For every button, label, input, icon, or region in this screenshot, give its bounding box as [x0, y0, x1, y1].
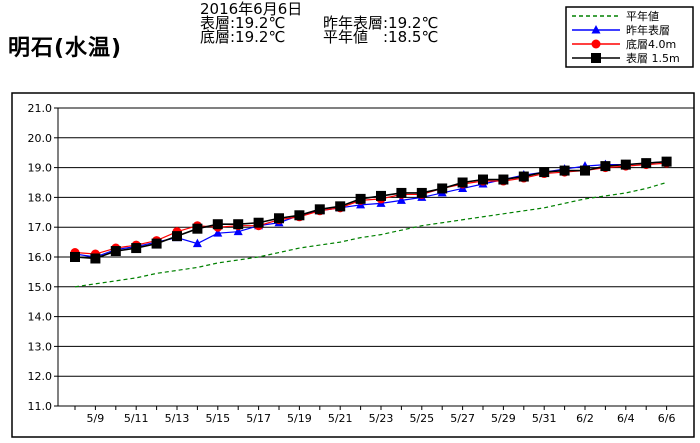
legend-marker: [592, 40, 601, 49]
legend-label: 表層 1.5m: [626, 51, 680, 65]
data-point: [641, 158, 651, 168]
data-point: [172, 231, 182, 241]
x-tick-label: 5/9: [87, 412, 105, 425]
data-point: [70, 252, 80, 262]
data-point: [315, 204, 325, 214]
x-tick-label: 6/6: [658, 412, 676, 425]
data-point: [131, 243, 141, 253]
data-point: [621, 160, 631, 170]
data-point: [498, 175, 508, 185]
y-tick-label: 14.0: [28, 311, 53, 324]
y-tick-label: 19.0: [28, 162, 53, 175]
data-point: [90, 253, 100, 263]
plot-area: [12, 93, 694, 437]
x-tick-label: 5/19: [287, 412, 312, 425]
data-point: [437, 183, 447, 193]
y-tick-label: 18.0: [28, 191, 53, 204]
data-point: [396, 188, 406, 198]
data-point: [417, 188, 427, 198]
data-point: [335, 201, 345, 211]
x-tick-label: 5/15: [205, 412, 230, 425]
data-point: [254, 218, 264, 228]
data-point: [560, 166, 570, 176]
data-point: [539, 167, 549, 177]
y-tick-label: 15.0: [28, 281, 53, 294]
x-tick-label: 5/29: [491, 412, 516, 425]
data-point: [478, 175, 488, 185]
x-tick-label: 6/2: [576, 412, 594, 425]
legend-label: 底層4.0m: [626, 37, 676, 51]
data-point: [662, 157, 672, 167]
data-point: [213, 219, 223, 229]
y-tick-label: 21.0: [28, 102, 53, 115]
y-tick-label: 16.0: [28, 251, 53, 264]
x-tick-label: 5/11: [124, 412, 149, 425]
data-point: [294, 210, 304, 220]
x-tick-label: 5/17: [246, 412, 271, 425]
data-point: [519, 172, 529, 182]
data-point: [600, 161, 610, 171]
data-point: [233, 219, 243, 229]
y-tick-label: 17.0: [28, 221, 53, 234]
legend-label: 平年値: [626, 9, 659, 23]
legend-label: 昨年表層: [626, 23, 670, 37]
legend-marker: [591, 53, 601, 63]
y-tick-label: 13.0: [28, 340, 53, 353]
y-tick-label: 20.0: [28, 132, 53, 145]
data-point: [192, 224, 202, 234]
data-point: [458, 178, 468, 188]
x-tick-label: 5/25: [409, 412, 434, 425]
x-tick-label: 5/27: [450, 412, 475, 425]
y-tick-label: 11.0: [28, 400, 53, 413]
data-point: [274, 213, 284, 223]
x-tick-label: 5/21: [328, 412, 353, 425]
data-point: [376, 191, 386, 201]
data-point: [152, 239, 162, 249]
x-tick-label: 5/13: [165, 412, 190, 425]
x-tick-label: 5/31: [532, 412, 557, 425]
data-point: [356, 194, 366, 204]
data-point: [580, 166, 590, 176]
y-tick-label: 12.0: [28, 370, 53, 383]
x-tick-label: 6/4: [617, 412, 635, 425]
data-point: [111, 246, 121, 256]
x-tick-label: 5/23: [369, 412, 394, 425]
